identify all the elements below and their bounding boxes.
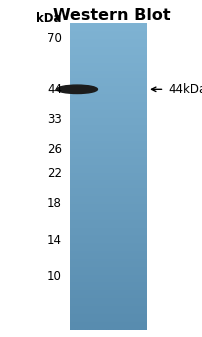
Text: 18: 18 <box>47 197 62 210</box>
Text: 10: 10 <box>47 270 62 283</box>
Text: kDa: kDa <box>36 12 62 25</box>
Ellipse shape <box>57 85 97 93</box>
Text: 33: 33 <box>47 113 62 126</box>
Text: 70: 70 <box>47 32 62 45</box>
Text: 44: 44 <box>47 83 62 96</box>
Text: 22: 22 <box>47 167 62 180</box>
Text: Western Blot: Western Blot <box>53 8 170 24</box>
Text: 14: 14 <box>47 235 62 247</box>
Text: 44kDa: 44kDa <box>168 83 202 96</box>
Text: 26: 26 <box>47 144 62 156</box>
